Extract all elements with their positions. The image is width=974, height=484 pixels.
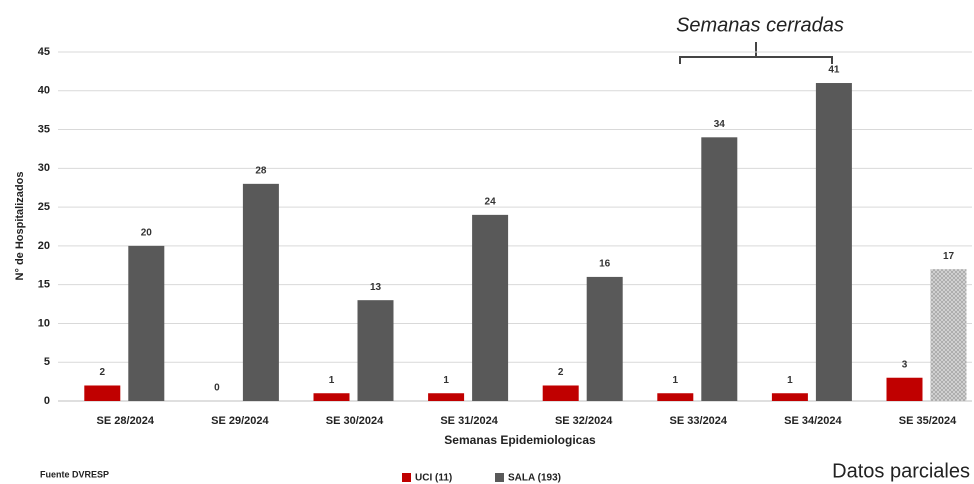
- x-tick-label: SE 28/2024: [97, 415, 155, 427]
- data-label: 1: [329, 375, 335, 386]
- bar: [815, 83, 852, 402]
- x-tick-label: SE 32/2024: [555, 415, 613, 427]
- legend-label: SALA (193): [508, 473, 561, 484]
- x-tick-label: SE 31/2024: [440, 415, 498, 427]
- x-tick-label: SE 33/2024: [670, 415, 728, 427]
- bar: [242, 183, 279, 401]
- bar: [586, 276, 623, 401]
- data-label: 1: [673, 375, 679, 386]
- data-label: 2: [100, 367, 106, 378]
- data-label: 20: [141, 228, 153, 239]
- legend-swatch: [402, 473, 411, 482]
- data-label: 0: [214, 383, 220, 394]
- bar: [930, 269, 967, 401]
- data-label: 2: [558, 367, 564, 378]
- data-label: 17: [943, 251, 955, 262]
- y-tick-label: 40: [38, 85, 50, 97]
- y-tick-label: 5: [44, 356, 50, 368]
- x-tick-label: SE 34/2024: [784, 415, 842, 427]
- legend-label: UCI (11): [415, 473, 452, 484]
- bar: [542, 385, 579, 401]
- data-label: 34: [714, 119, 726, 130]
- y-tick-label: 20: [38, 240, 50, 252]
- data-label: 41: [828, 65, 840, 76]
- data-label: 3: [902, 359, 908, 370]
- bar: [701, 137, 738, 402]
- bracket: [679, 42, 833, 64]
- bar: [428, 393, 465, 401]
- data-label: 24: [485, 197, 497, 208]
- bar: [886, 377, 923, 401]
- data-label: 13: [370, 282, 382, 293]
- bar: [128, 245, 165, 401]
- y-tick-label: 15: [38, 279, 50, 291]
- y-tick-label: 35: [38, 123, 50, 135]
- x-tick-label: SE 35/2024: [899, 415, 957, 427]
- data-label: 16: [599, 259, 611, 270]
- x-axis-label: Semanas Epidemiologicas: [444, 433, 596, 447]
- y-tick-label: 45: [38, 46, 50, 58]
- y-axis-label: N° de Hospitalizados: [14, 172, 26, 281]
- y-tick-label: 0: [44, 395, 50, 407]
- data-label: 1: [443, 375, 449, 386]
- bracket-label: Semanas cerradas: [676, 14, 844, 36]
- data-label: 28: [255, 165, 267, 176]
- partial-note: Datos parciales: [832, 460, 970, 482]
- bar: [84, 385, 121, 401]
- bar: [657, 393, 694, 401]
- y-tick-label: 30: [38, 162, 50, 174]
- y-tick-label: 25: [38, 201, 50, 213]
- source-note: Fuente DVRESP: [40, 469, 109, 479]
- bar: [472, 214, 509, 401]
- bar: [357, 300, 394, 401]
- data-label: 1: [787, 375, 793, 386]
- legend-swatch: [495, 473, 504, 482]
- x-tick-label: SE 29/2024: [211, 415, 269, 427]
- y-tick-label: 10: [38, 317, 50, 329]
- x-tick-label: SE 30/2024: [326, 415, 384, 427]
- bar: [771, 393, 808, 401]
- bar: [313, 393, 350, 401]
